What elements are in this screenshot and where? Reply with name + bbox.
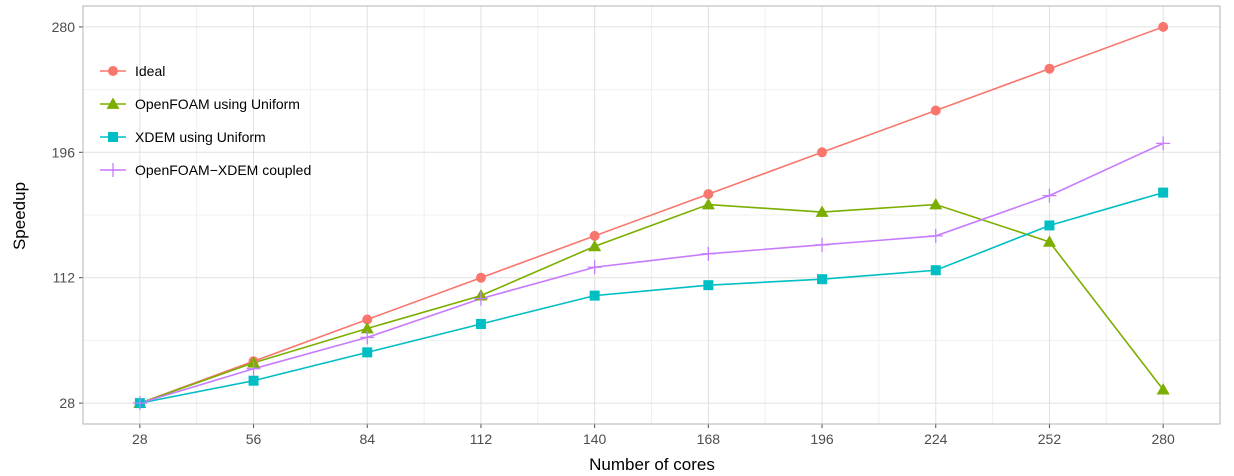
series-4-point	[1156, 136, 1171, 151]
y-tick-label: 280	[52, 19, 76, 35]
series-3-point	[703, 280, 714, 291]
series-3-point	[1044, 220, 1055, 231]
series-4-point	[1042, 188, 1057, 203]
series-lines	[139, 26, 1164, 404]
series-line-2	[139, 203, 1164, 404]
x-tick-label: 224	[924, 431, 948, 447]
series-1-point	[930, 105, 941, 116]
legend-label: XDEM using Uniform	[135, 129, 266, 145]
x-tick-label: 140	[583, 431, 607, 447]
series-1-point	[589, 230, 600, 241]
series-2-point	[929, 198, 943, 210]
series-4-point	[473, 291, 488, 306]
series-1-point	[703, 189, 714, 200]
legend-key-marker	[108, 66, 118, 76]
y-tick-label: 112	[53, 270, 76, 286]
series-4-point	[587, 260, 602, 275]
y-tick-label: 28	[59, 395, 75, 411]
series-3-point	[475, 318, 486, 329]
x-tick-label: 56	[246, 431, 262, 447]
x-tick-label: 196	[810, 431, 834, 447]
series-line-1	[139, 26, 1164, 404]
series-2-point	[1042, 235, 1056, 247]
y-tick-labels: 28 112 196 280	[52, 19, 76, 411]
legend-label: Ideal	[135, 63, 165, 79]
series-1-point	[475, 272, 486, 283]
series-2-point	[588, 239, 602, 252]
x-tick-labels: 28 56 84 112 140 168 196 224 252 280	[132, 431, 1175, 447]
legend: Ideal OpenFOAM using Uniform XDEM using Un…	[100, 63, 311, 178]
series-2-point	[1156, 383, 1170, 395]
series-4-point	[815, 237, 830, 252]
x-tick-label: 168	[697, 431, 721, 447]
series-line-3	[139, 191, 1164, 404]
y-axis-title: Speedup	[10, 182, 29, 250]
series-3-point	[1158, 187, 1169, 198]
x-axis-title: Number of cores	[589, 455, 715, 474]
x-tick-label: 280	[1151, 431, 1175, 447]
series-4-point	[701, 246, 716, 261]
legend-key-marker	[106, 97, 120, 109]
legend-label: OpenFOAM−XDEM coupled	[135, 162, 311, 178]
series-line-4	[139, 142, 1164, 404]
series-2-point	[701, 198, 715, 210]
series-2-point	[360, 321, 374, 334]
x-tick-label: 84	[359, 431, 375, 447]
legend-key-marker	[108, 132, 118, 142]
series-3-point	[817, 274, 828, 285]
series-2-point	[815, 205, 829, 217]
major-gridlines	[83, 6, 1220, 424]
series-3-point	[589, 290, 600, 301]
series-1-point	[1158, 21, 1169, 32]
series-3-point	[930, 265, 941, 276]
series-1-point	[362, 314, 373, 325]
series-3-point	[362, 347, 373, 358]
x-tick-label: 252	[1038, 431, 1062, 447]
legend-label: OpenFOAM using Uniform	[135, 96, 300, 112]
series-4-point	[246, 361, 261, 376]
series-4-point	[928, 228, 943, 243]
series-4-point	[132, 396, 147, 411]
series-3-point	[248, 375, 259, 386]
series-4-point	[360, 330, 375, 345]
legend-key-marker	[106, 163, 120, 177]
panel-border	[82, 5, 1221, 425]
y-tick-label: 196	[52, 144, 76, 160]
axis-ticks	[79, 26, 1164, 428]
x-tick-label: 28	[132, 431, 148, 447]
series-1-point	[1044, 63, 1055, 74]
x-tick-label: 112	[470, 431, 493, 447]
series-1-point	[817, 147, 828, 158]
series-markers	[132, 21, 1171, 411]
